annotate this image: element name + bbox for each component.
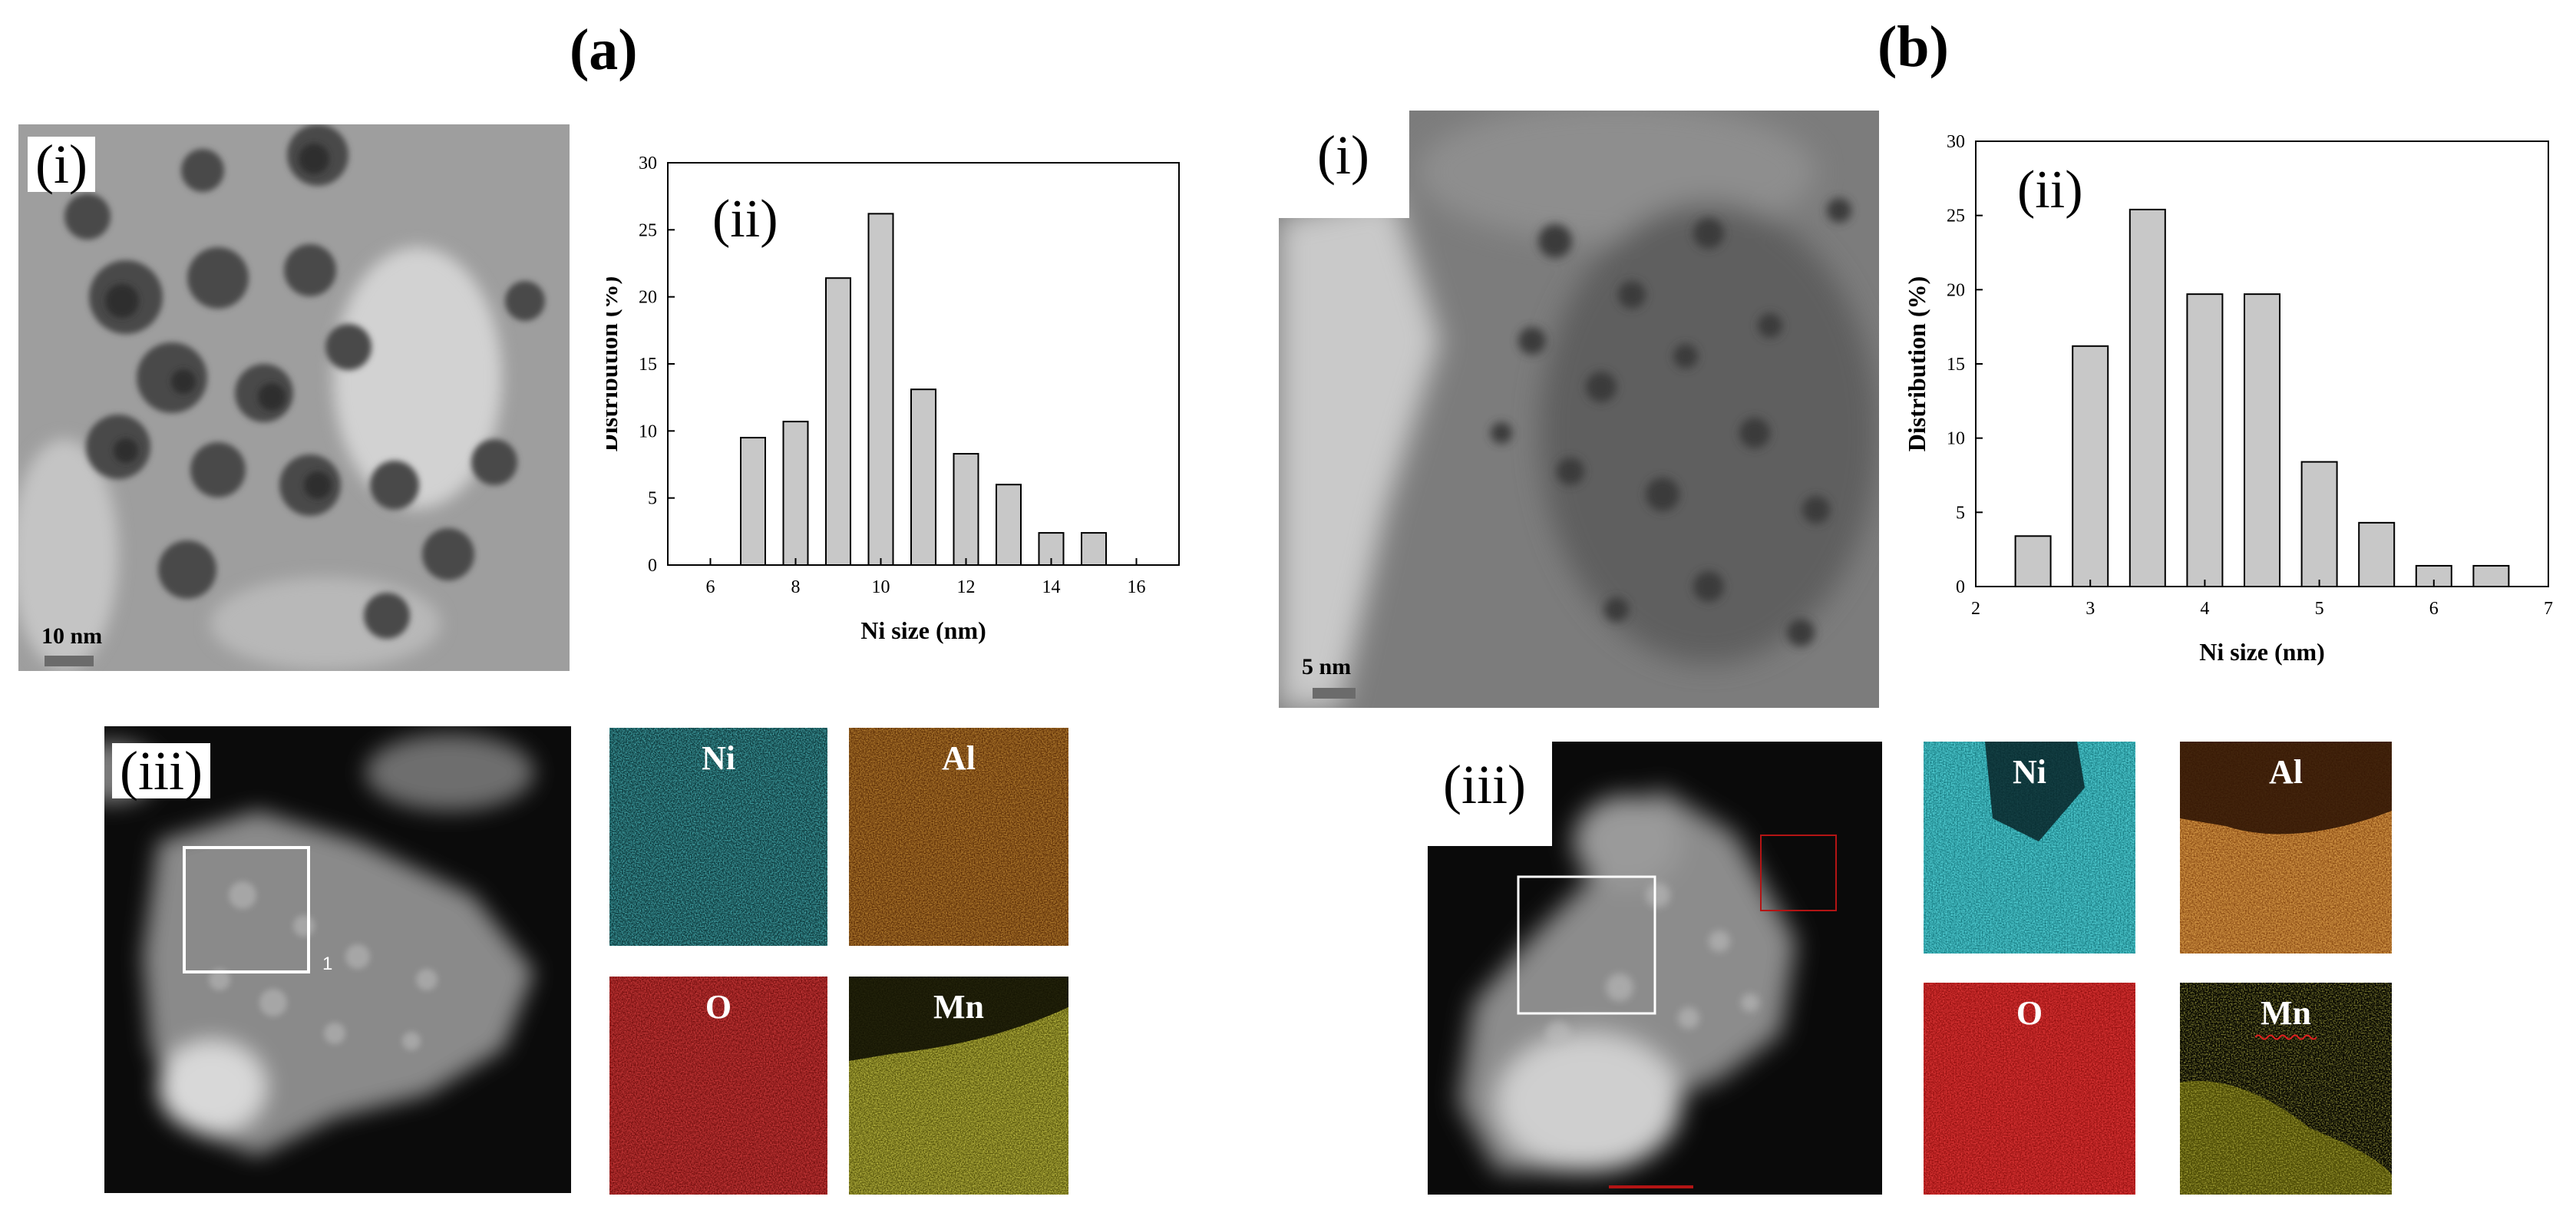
y-tick-label: 0 bbox=[648, 556, 657, 576]
eds-map-a-o: O bbox=[609, 977, 827, 1195]
eds-map-a-mn-label: Mn bbox=[933, 988, 984, 1026]
x-tick-label: 7 bbox=[2544, 599, 2553, 619]
tem-a-label: (i) bbox=[28, 137, 95, 192]
y-tick-label: 20 bbox=[1947, 280, 1965, 300]
x-tick-label: 10 bbox=[872, 577, 890, 597]
x-tick-label: 8 bbox=[791, 577, 801, 597]
tem-image-a bbox=[18, 124, 570, 671]
histogram-bar bbox=[2358, 521, 2396, 587]
eds-map-b-o: O bbox=[1924, 983, 2135, 1195]
haadf-micrograph-b bbox=[1428, 742, 1882, 1195]
haadf-a-label: (iii) bbox=[112, 743, 210, 798]
y-axis-label: Distribution (%) bbox=[1903, 276, 1930, 451]
eds-map-b-mn: Mn bbox=[2180, 983, 2392, 1195]
x-tick-label: 12 bbox=[957, 577, 976, 597]
eds-map-b-al: Al bbox=[2180, 742, 2392, 954]
tem-b-label: (i) bbox=[1309, 127, 1377, 183]
region-marker-a: 1 bbox=[322, 954, 333, 974]
haadf-image-a bbox=[104, 726, 571, 1193]
y-tick-label: 25 bbox=[1947, 207, 1965, 226]
tem-image-b bbox=[1279, 111, 1879, 708]
eds-map-b-mn-label: Mn bbox=[2261, 994, 2311, 1032]
x-tick-label: 6 bbox=[2429, 599, 2439, 619]
eds-map-a-al-label: Al bbox=[942, 739, 976, 777]
histogram-bar bbox=[740, 437, 766, 567]
y-tick-label: 5 bbox=[648, 489, 657, 509]
tem-micrograph-a bbox=[18, 124, 570, 671]
y-tick-label: 15 bbox=[639, 355, 657, 375]
y-tick-label: 0 bbox=[1956, 577, 1965, 597]
histogram-bar bbox=[2186, 293, 2224, 587]
histogram-a: 0 5 10 15 20 25 30 6 8 10 12 14 16 Ni size (nm) Distri… bbox=[606, 154, 1180, 644]
histogram-bar bbox=[1081, 532, 1107, 566]
x-axis-label: Ni size (nm) bbox=[860, 616, 986, 644]
eds-map-a-al: Al bbox=[849, 728, 1068, 946]
x-tick-label: 2 bbox=[1971, 599, 1980, 619]
x-tick-label: 4 bbox=[2200, 599, 2209, 619]
x-tick-label: 16 bbox=[1128, 577, 1146, 597]
y-tick-label: 30 bbox=[639, 154, 657, 174]
scale-bar-b bbox=[1313, 688, 1356, 699]
eds-map-a-o-label: O bbox=[705, 988, 732, 1026]
haadf-image-b bbox=[1428, 742, 1882, 1195]
eds-map-a-mn: Mn bbox=[849, 977, 1068, 1195]
panel-a-title: (a) bbox=[570, 18, 638, 82]
histogram-bar bbox=[2472, 564, 2510, 588]
y-axis-label: Distribution (%) bbox=[606, 276, 623, 451]
histogram-bar bbox=[867, 213, 894, 567]
chart-panel-label: (ii) bbox=[712, 190, 778, 249]
x-axis-label: Ni size (nm) bbox=[2199, 638, 2325, 666]
y-tick-label: 10 bbox=[639, 421, 657, 441]
histogram-bar bbox=[910, 388, 936, 567]
histogram-bar bbox=[2244, 293, 2280, 587]
histogram-b: 0 5 10 15 20 25 30 2 3 4 5 6 7 Ni size (nm) Distributi… bbox=[1903, 132, 2553, 666]
x-tick-label: 3 bbox=[2086, 599, 2095, 619]
y-tick-label: 25 bbox=[639, 220, 657, 240]
eds-map-b-ni: Ni bbox=[1924, 742, 2135, 954]
tem-micrograph-b bbox=[1279, 111, 1879, 708]
x-tick-label: 5 bbox=[2315, 599, 2324, 619]
x-tick-label: 14 bbox=[1042, 577, 1061, 597]
histogram-bar bbox=[2129, 208, 2166, 588]
panel-b-title: (b) bbox=[1878, 15, 1949, 79]
x-tick-label: 6 bbox=[706, 577, 715, 597]
eds-map-b-al-label: Al bbox=[2269, 753, 2303, 791]
histogram-bar bbox=[996, 484, 1022, 567]
scale-bar-b-label: 5 nm bbox=[1302, 654, 1352, 679]
y-tick-label: 20 bbox=[639, 288, 657, 308]
y-tick-label: 10 bbox=[1947, 429, 1965, 449]
eds-map-a-ni: Ni bbox=[609, 728, 827, 946]
eds-map-b-ni-label: Ni bbox=[2013, 753, 2046, 791]
chart-panel-label: (ii) bbox=[2017, 160, 2083, 220]
spellcheck-underline bbox=[2255, 1034, 2317, 1040]
scale-bar-a bbox=[45, 656, 94, 666]
histogram-bar bbox=[825, 277, 851, 566]
eds-map-a-ni-label: Ni bbox=[702, 739, 735, 777]
histogram-bar bbox=[2072, 345, 2109, 587]
histogram-bar bbox=[2300, 461, 2338, 587]
eds-map-b-o-label: O bbox=[2016, 994, 2043, 1032]
histogram-bar bbox=[782, 421, 809, 566]
scale-bar-a-label: 10 nm bbox=[41, 623, 103, 649]
haadf-b-label: (iii) bbox=[1435, 757, 1534, 812]
y-tick-label: 15 bbox=[1947, 355, 1965, 375]
haadf-micrograph-a bbox=[104, 726, 571, 1193]
histogram-bar bbox=[953, 453, 979, 566]
y-tick-label: 30 bbox=[1947, 132, 1965, 152]
y-tick-label: 5 bbox=[1956, 503, 1965, 523]
histogram-bar bbox=[2014, 535, 2052, 587]
